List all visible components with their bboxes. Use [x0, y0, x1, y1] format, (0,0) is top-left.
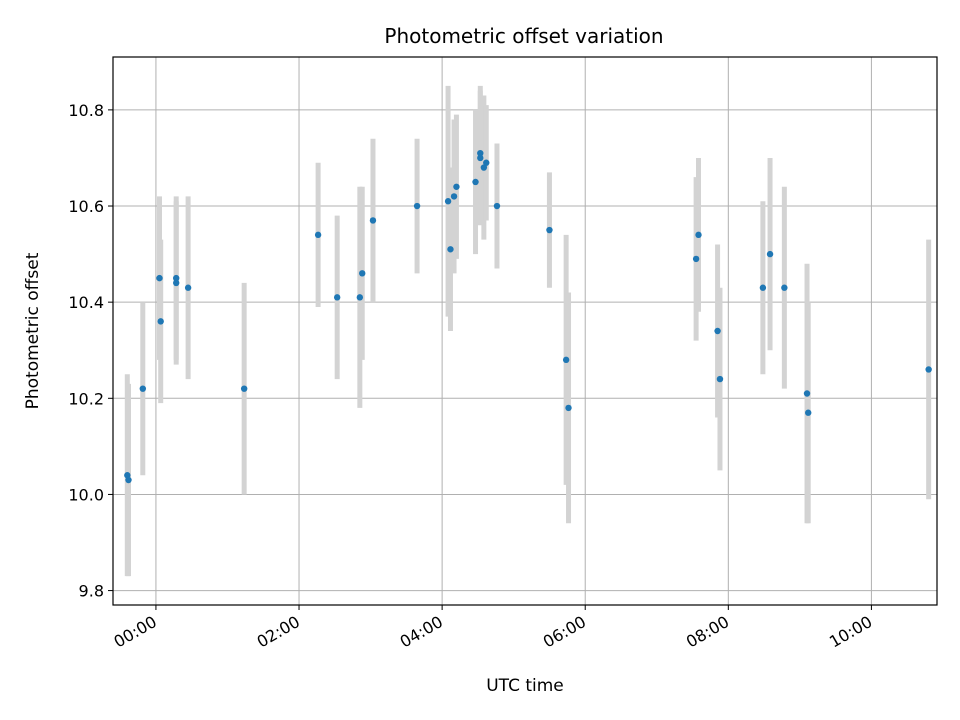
- data-point: [413, 202, 421, 210]
- data-point: [766, 250, 774, 258]
- data-point: [314, 231, 322, 239]
- data-point: [240, 385, 248, 392]
- data-point: [714, 327, 721, 335]
- data-point: [759, 284, 767, 291]
- data-point: [477, 154, 484, 162]
- y-tick-label: 10.2: [68, 389, 104, 408]
- x-axis-label: UTC time: [486, 676, 564, 696]
- y-tick-label: 10.6: [68, 197, 104, 216]
- data-point: [480, 164, 488, 171]
- data-point: [925, 366, 932, 373]
- y-axis-label: Photometric offset: [23, 252, 43, 409]
- data-point: [781, 284, 788, 291]
- y-tick-label: 10.0: [68, 485, 104, 504]
- data-point: [565, 404, 572, 412]
- data-point: [359, 270, 366, 277]
- data-point: [447, 246, 454, 253]
- data-point: [453, 183, 460, 190]
- data-point: [493, 202, 501, 210]
- data-point: [173, 279, 180, 287]
- data-point: [803, 390, 811, 397]
- data-point: [139, 385, 147, 392]
- data-point: [356, 294, 364, 301]
- data-point: [184, 284, 192, 291]
- plot-frame: [112, 56, 938, 606]
- data-point: [173, 274, 180, 282]
- data-point: [695, 231, 702, 239]
- data-point: [472, 178, 479, 186]
- data-point: [562, 356, 570, 364]
- data-point: [444, 198, 452, 205]
- data-point: [333, 294, 341, 301]
- data-point: [450, 193, 458, 200]
- data-point: [125, 476, 132, 484]
- chart-title: Photometric offset variation: [384, 24, 663, 48]
- data-point: [157, 318, 164, 325]
- data-point: [124, 472, 131, 479]
- y-tick-label: 10.8: [68, 101, 104, 120]
- grid: [113, 57, 937, 605]
- y-axis-ticks: 9.8 10.0 10.2 10.4 10.6 10.8: [68, 101, 113, 601]
- data-point: [477, 149, 484, 157]
- data-point: [805, 409, 812, 416]
- data-point: [483, 159, 490, 166]
- data-point: [156, 274, 163, 282]
- y-tick-label: 9.8: [79, 582, 104, 601]
- data-point: [369, 217, 377, 224]
- data-point: [716, 375, 724, 383]
- y-tick-label: 10.4: [68, 293, 104, 312]
- data-point: [546, 226, 553, 234]
- data-points: [124, 149, 932, 484]
- data-point: [692, 255, 700, 263]
